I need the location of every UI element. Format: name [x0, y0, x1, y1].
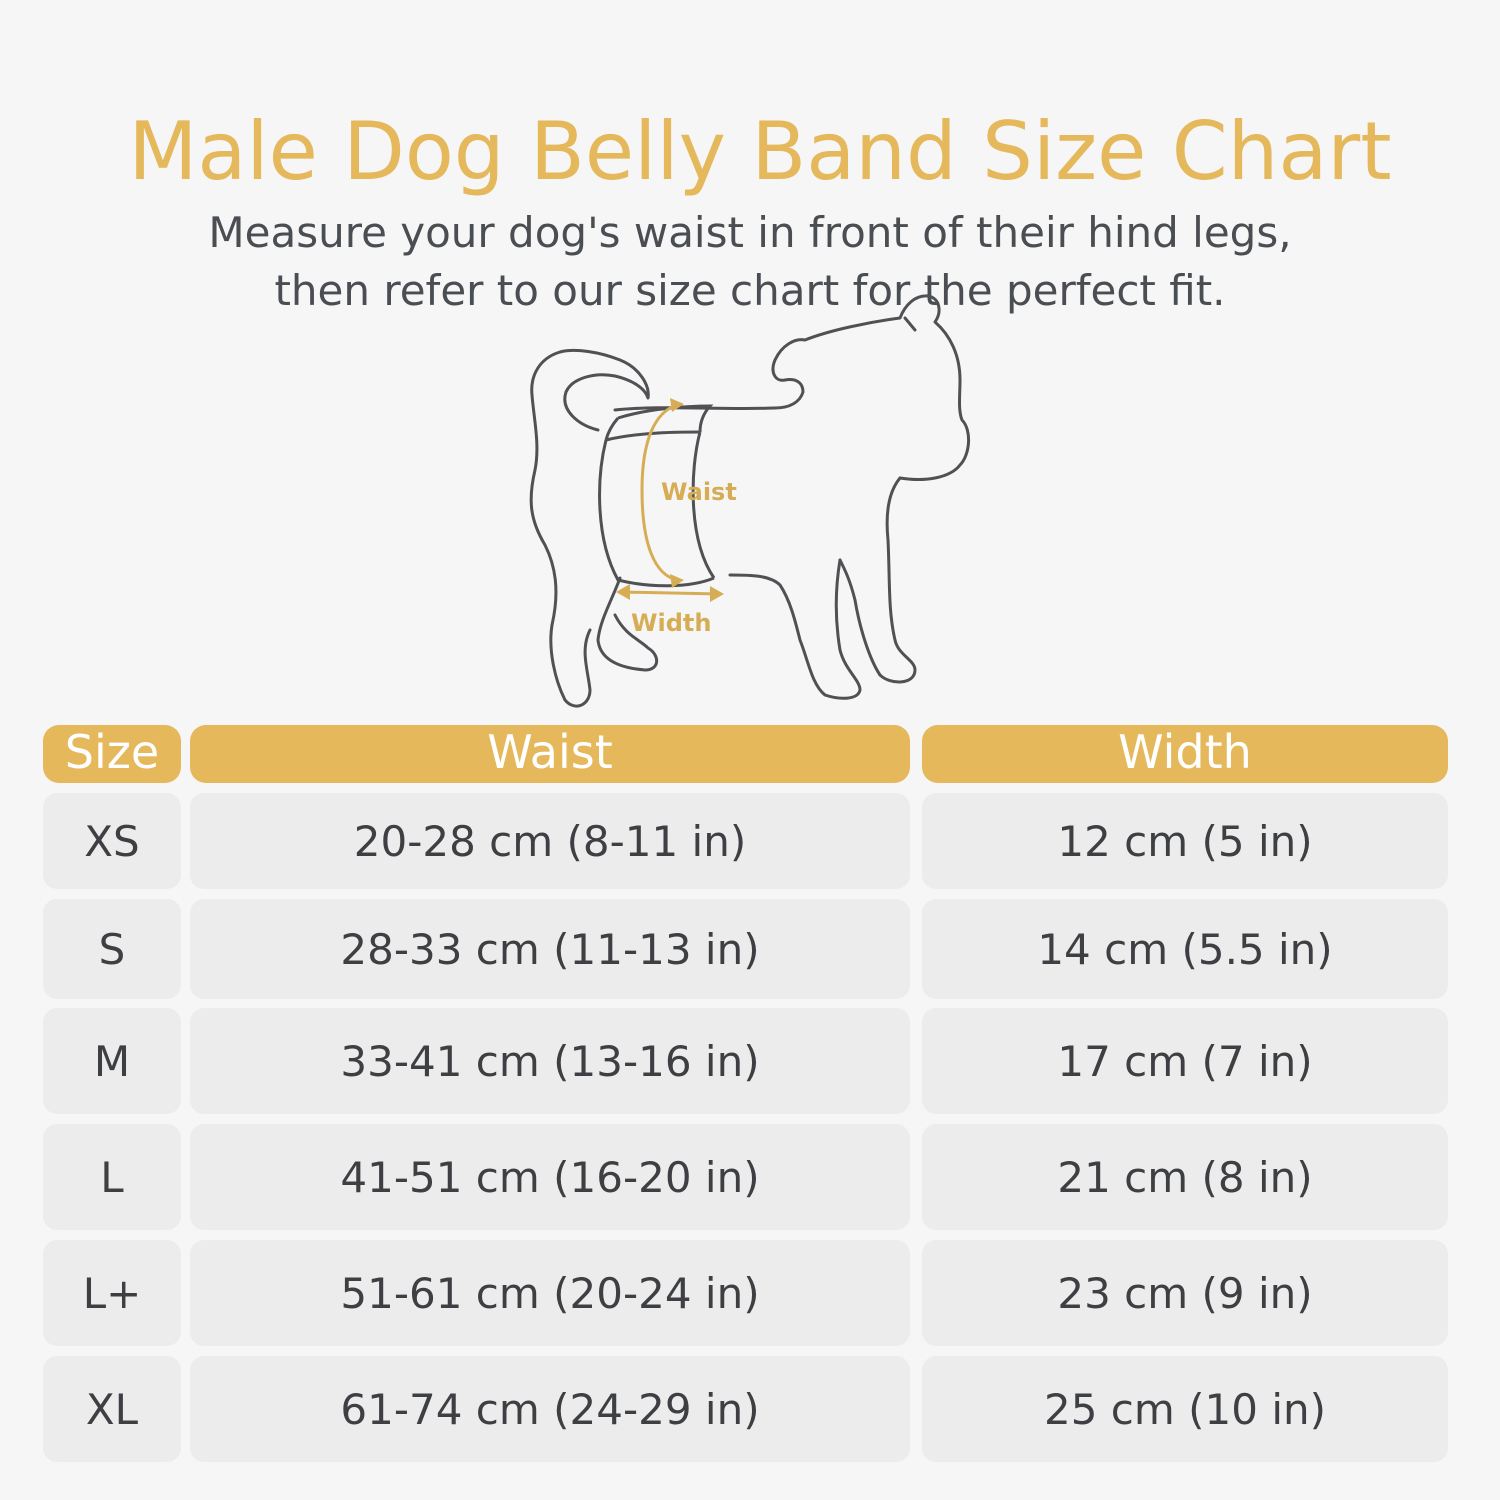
dog-outline-icon: [529, 294, 970, 708]
size-cell: XS: [43, 793, 181, 889]
belly-band-outline-icon: [598, 404, 716, 588]
subtitle-line-2: then refer to our size chart for the per…: [274, 266, 1226, 315]
waist-cell: 61-74 cm (24-29 in): [190, 1356, 910, 1462]
header-size: Size: [43, 725, 181, 783]
header-waist: Waist: [190, 725, 910, 783]
width-cell: 25 cm (10 in): [922, 1356, 1448, 1462]
size-cell: L: [43, 1124, 181, 1230]
width-label: Width: [631, 609, 711, 637]
waist-label: Waist: [661, 478, 737, 506]
arrow-heads-icon: [616, 398, 724, 602]
width-cell: 12 cm (5 in): [922, 793, 1448, 889]
size-cell: S: [43, 899, 181, 999]
subtitle-line-1: Measure your dog's waist in front of the…: [208, 208, 1292, 257]
dog-measurement-illustration: Waist Width: [529, 294, 970, 708]
waist-cell: 51-61 cm (20-24 in): [190, 1240, 910, 1346]
waist-cell: 20-28 cm (8-11 in): [190, 793, 910, 889]
subtitle: Measure your dog's waist in front of the…: [0, 204, 1500, 320]
size-cell: M: [43, 1008, 181, 1114]
header-width: Width: [922, 725, 1448, 783]
width-cell: 21 cm (8 in): [922, 1124, 1448, 1230]
size-cell: L+: [43, 1240, 181, 1346]
measurement-arrows-icon: [619, 403, 721, 596]
size-cell: XL: [43, 1356, 181, 1462]
waist-cell: 41-51 cm (16-20 in): [190, 1124, 910, 1230]
width-cell: 17 cm (7 in): [922, 1008, 1448, 1114]
page-title: Male Dog Belly Band Size Chart: [128, 104, 1392, 198]
width-cell: 23 cm (9 in): [922, 1240, 1448, 1346]
waist-cell: 33-41 cm (13-16 in): [190, 1008, 910, 1114]
width-cell: 14 cm (5.5 in): [922, 899, 1448, 999]
waist-cell: 28-33 cm (11-13 in): [190, 899, 910, 999]
